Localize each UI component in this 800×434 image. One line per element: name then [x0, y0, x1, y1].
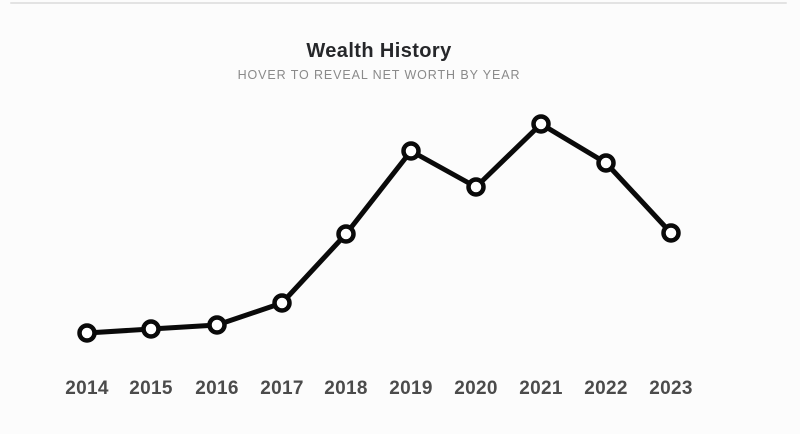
data-point-2019[interactable]	[401, 141, 421, 161]
data-point-2023[interactable]	[661, 223, 681, 243]
chart-subtitle: HOVER TO REVEAL NET WORTH BY YEAR	[237, 68, 521, 82]
data-point-2020[interactable]	[466, 177, 486, 197]
data-point-2021[interactable]	[531, 114, 551, 134]
data-point-2016[interactable]	[207, 315, 227, 335]
wealth-line	[84, 121, 674, 336]
data-point-2014[interactable]	[77, 323, 97, 343]
data-point-2017[interactable]	[272, 293, 292, 313]
data-point-2022[interactable]	[596, 153, 616, 173]
chart-header: Wealth History HOVER TO REVEAL NET WORTH…	[0, 40, 758, 82]
chart-title: Wealth History	[306, 40, 452, 62]
data-point-2018[interactable]	[336, 224, 356, 244]
top-divider	[10, 2, 787, 4]
data-point-2015[interactable]	[141, 319, 161, 339]
